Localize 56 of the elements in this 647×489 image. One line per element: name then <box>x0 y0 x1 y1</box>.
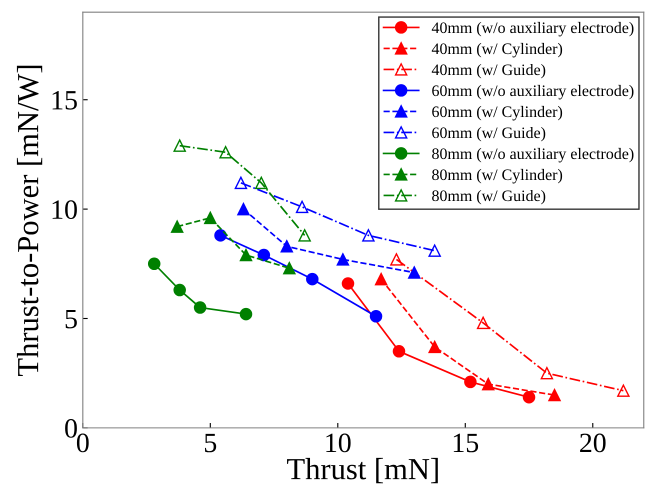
y-tick-label: 10 <box>52 200 77 220</box>
point <box>170 220 184 233</box>
point <box>194 301 206 314</box>
point <box>258 248 270 262</box>
point <box>336 253 350 266</box>
x-tick-label: 5 <box>204 434 216 452</box>
point <box>482 378 494 390</box>
point <box>390 253 403 266</box>
legend-label: 40mm (w/ Cylinder) <box>432 42 562 58</box>
point <box>540 366 554 380</box>
y-tick-label: 0 <box>65 419 77 438</box>
legend-label: 60mm (w/o auxiliary electrode) <box>432 84 634 100</box>
legend-label: 60mm (w/ Cylinder) <box>432 106 562 120</box>
point <box>283 262 296 274</box>
legend-label: 80mm (w/ Cylinder) <box>432 168 562 184</box>
point <box>280 240 294 253</box>
point <box>240 308 252 320</box>
point <box>240 248 252 262</box>
point <box>370 310 382 323</box>
point <box>306 272 319 286</box>
legend-label: 40mm (w/ Guide) <box>432 64 546 78</box>
point <box>374 272 388 286</box>
point <box>214 229 227 242</box>
y-tick-label: 5 <box>66 310 77 328</box>
y-tick-label: 15 <box>52 91 77 110</box>
point <box>148 258 160 270</box>
point <box>298 229 311 242</box>
point <box>428 340 441 354</box>
point <box>255 176 268 190</box>
x-tick-label: 10 <box>326 434 351 452</box>
point <box>173 139 186 152</box>
point <box>464 376 477 388</box>
point <box>362 229 375 242</box>
x-tick-label: 15 <box>454 434 478 452</box>
point <box>617 384 630 397</box>
legend-label: 80mm (w/ Guide) <box>432 190 546 204</box>
point <box>237 202 250 216</box>
point <box>548 388 561 402</box>
point <box>296 200 308 214</box>
point <box>428 244 441 257</box>
point <box>204 212 217 224</box>
point <box>342 277 354 290</box>
x-axis-title: Thrust [mN] <box>287 458 438 484</box>
point <box>234 176 248 190</box>
point <box>476 316 490 330</box>
x-tick-label: 20 <box>580 434 606 452</box>
point <box>408 266 421 279</box>
legend-label: 80mm (w/o auxiliary electrode) <box>432 148 634 162</box>
point <box>522 391 536 404</box>
point <box>392 345 406 358</box>
point <box>219 146 232 158</box>
y-axis-title: Thrust-to-Power [mN/W] <box>16 66 42 376</box>
legend-label: 40mm (w/o auxiliary electrode) <box>432 22 634 36</box>
x-tick-label: 0 <box>76 434 89 452</box>
legend-label: 60mm (w/ Guide) <box>432 126 546 142</box>
point <box>173 284 186 296</box>
